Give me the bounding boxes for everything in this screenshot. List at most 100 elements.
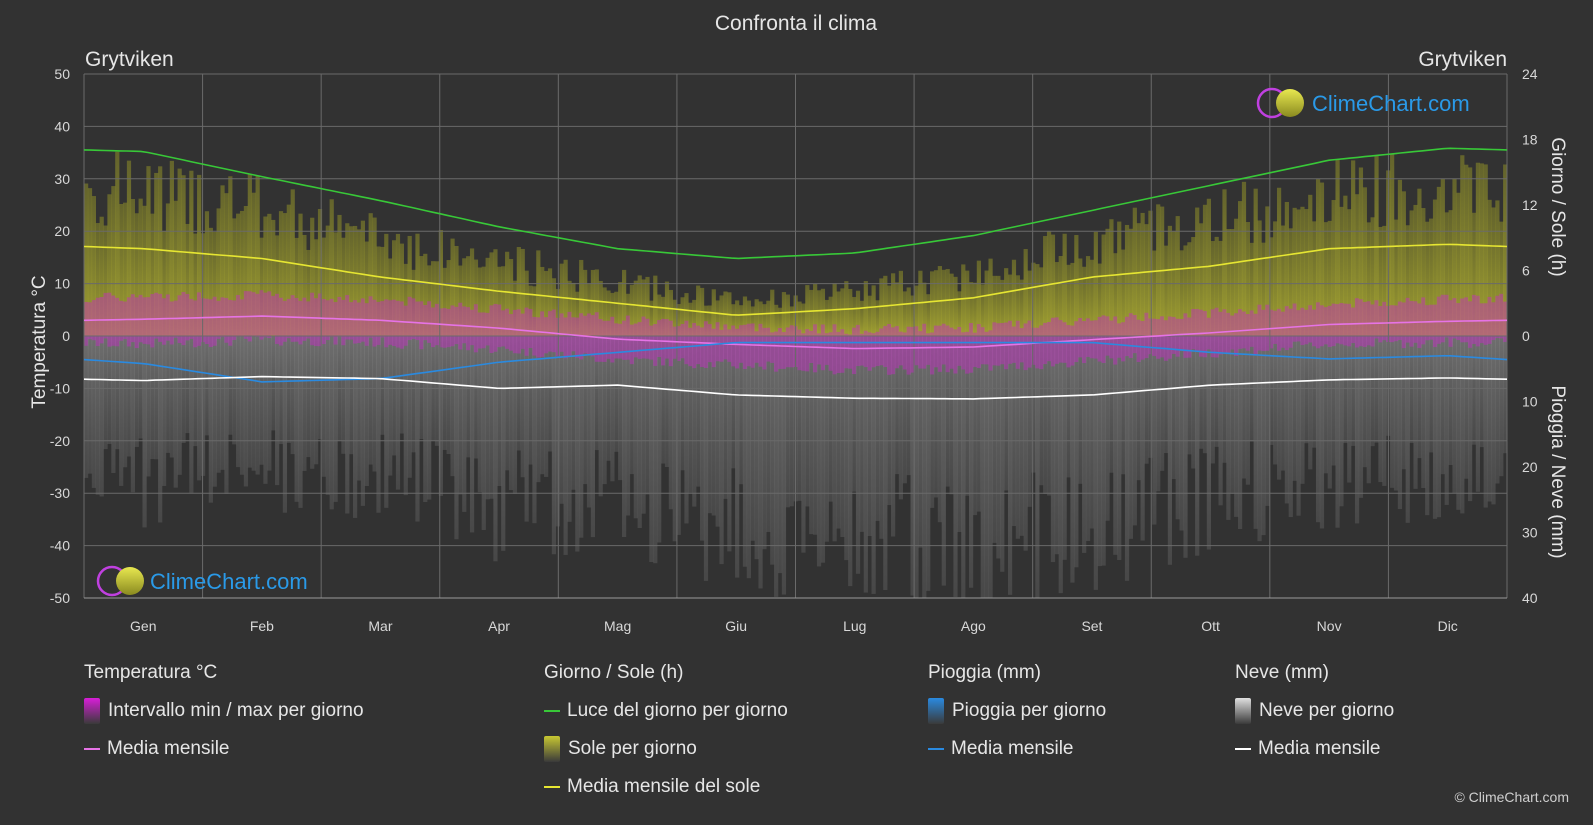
sun-day-bar xyxy=(236,213,241,336)
sun-day-bar xyxy=(766,300,771,336)
sun-day-bar xyxy=(1456,192,1461,336)
y-right-top-tick-label: 6 xyxy=(1522,263,1530,279)
snow-day-bar xyxy=(949,336,954,495)
temp-range-day-bar xyxy=(1054,317,1059,364)
y-right-bottom-tick-label: 40 xyxy=(1522,590,1538,606)
snow-day-bar xyxy=(735,336,740,578)
sun-day-bar xyxy=(399,243,404,336)
snow-day-bar xyxy=(1035,336,1040,598)
snow-day-bar xyxy=(372,336,377,472)
temp-range-day-bar xyxy=(805,329,810,372)
sun-day-bar xyxy=(1007,274,1013,336)
sun-day-bar xyxy=(423,253,428,336)
snow-day-bar xyxy=(723,336,728,499)
temp-range-day-bar xyxy=(949,327,954,369)
temp-range-day-bar xyxy=(914,326,919,366)
snow-day-bar xyxy=(1070,336,1075,583)
snow-day-bar xyxy=(138,336,143,439)
temp-range-day-bar xyxy=(134,297,139,349)
temp-range-day-bar xyxy=(391,299,397,347)
y-left-axis-label: Temperatura °C xyxy=(29,275,50,408)
temp-range-day-bar xyxy=(1421,297,1426,345)
temp-range-day-bar xyxy=(1265,304,1270,351)
snow-day-bar xyxy=(633,336,638,519)
sun-day-bar xyxy=(415,233,420,336)
snow-day-bar xyxy=(154,336,159,460)
snow-day-bar xyxy=(1358,336,1364,498)
temp-range-day-bar xyxy=(551,309,557,353)
snow-day-bar xyxy=(559,336,564,504)
legend-group: Pioggia (mm) Pioggia per giorno Media mens… xyxy=(928,660,1106,774)
sun-day-bar xyxy=(1066,264,1071,336)
sun-day-bar xyxy=(1374,155,1379,336)
sun-day-bar xyxy=(282,213,288,336)
snow-day-bar xyxy=(1109,336,1114,473)
temp-range-day-bar xyxy=(466,307,471,351)
sun-day-bar xyxy=(107,194,112,336)
sun-day-bar xyxy=(602,287,607,336)
temp-range-day-bar xyxy=(185,293,190,341)
temp-range-day-bar xyxy=(399,301,404,349)
temp-range-day-bar xyxy=(742,324,748,370)
temp-range-day-bar xyxy=(871,333,876,368)
sun-day-bar xyxy=(1284,201,1289,336)
temp-range-day-bar xyxy=(645,318,650,359)
sun-day-bar xyxy=(898,270,904,336)
snow-day-bar xyxy=(193,336,198,447)
snow-day-bar xyxy=(1007,336,1013,595)
sun-day-bar xyxy=(1331,200,1336,336)
snow-day-bar xyxy=(1152,336,1157,525)
temp-range-day-bar xyxy=(224,298,229,343)
snow-day-bar xyxy=(867,336,872,536)
sun-day-bar xyxy=(953,276,958,336)
location-right: Grytviken xyxy=(1418,48,1507,71)
sun-day-bar xyxy=(672,299,677,336)
snow-day-bar xyxy=(676,336,681,535)
snow-day-bar xyxy=(1234,336,1239,517)
temp-range-day-bar xyxy=(1253,313,1258,355)
snow-day-bar xyxy=(1327,336,1332,489)
temp-range-day-bar xyxy=(481,312,486,349)
snow-day-bar xyxy=(1479,336,1484,448)
snow-day-bar xyxy=(524,336,529,522)
sun-day-bar xyxy=(360,220,366,336)
temp-range-day-bar xyxy=(427,301,432,343)
snow-day-bar xyxy=(349,336,354,455)
sun-day-bar xyxy=(1296,209,1301,336)
sun-day-bar xyxy=(820,288,826,336)
logo-sun-icon xyxy=(116,567,144,595)
snow-day-bar xyxy=(1370,336,1375,447)
sun-day-bar xyxy=(434,261,440,336)
temp-range-day-bar xyxy=(801,333,806,371)
temp-range-day-bar xyxy=(1163,320,1169,361)
snow-day-bar xyxy=(450,336,455,477)
sun-day-bar xyxy=(1214,236,1219,336)
snow-day-bar xyxy=(758,336,763,589)
snow-day-bar xyxy=(353,336,358,518)
legend-group: Giorno / Sole (h) Luce del giorno per gio… xyxy=(544,660,788,812)
temp-range-day-bar xyxy=(349,302,354,340)
legend-group-title: Neve (mm) xyxy=(1235,662,1329,683)
temp-range-day-bar xyxy=(641,316,646,359)
snow-day-bar xyxy=(828,336,833,502)
sun-day-bar xyxy=(797,301,802,336)
legend-item: Neve per giorno xyxy=(1235,698,1394,724)
temp-range-day-bar xyxy=(840,329,845,373)
sun-day-bar xyxy=(762,304,767,336)
sun-day-bar xyxy=(1218,240,1223,336)
sun-day-bar xyxy=(707,305,712,336)
snow-day-bar xyxy=(87,336,93,474)
legend-item: Media mensile xyxy=(84,736,364,762)
temp-range-day-bar xyxy=(177,295,182,344)
temp-range-day-bar xyxy=(1140,321,1145,360)
sun-day-bar xyxy=(1039,267,1044,336)
sun-day-bar xyxy=(430,261,436,336)
sun-day-bar xyxy=(294,237,299,336)
temp-range-day-bar xyxy=(766,327,771,362)
temp-range-day-bar xyxy=(1296,310,1301,342)
legend-item: Sole per giorno xyxy=(544,736,788,762)
snow-day-bar xyxy=(1339,336,1344,507)
sun-day-bar xyxy=(469,248,475,336)
sun-day-bar xyxy=(1448,210,1453,336)
temp-range-day-bar xyxy=(1276,308,1282,351)
